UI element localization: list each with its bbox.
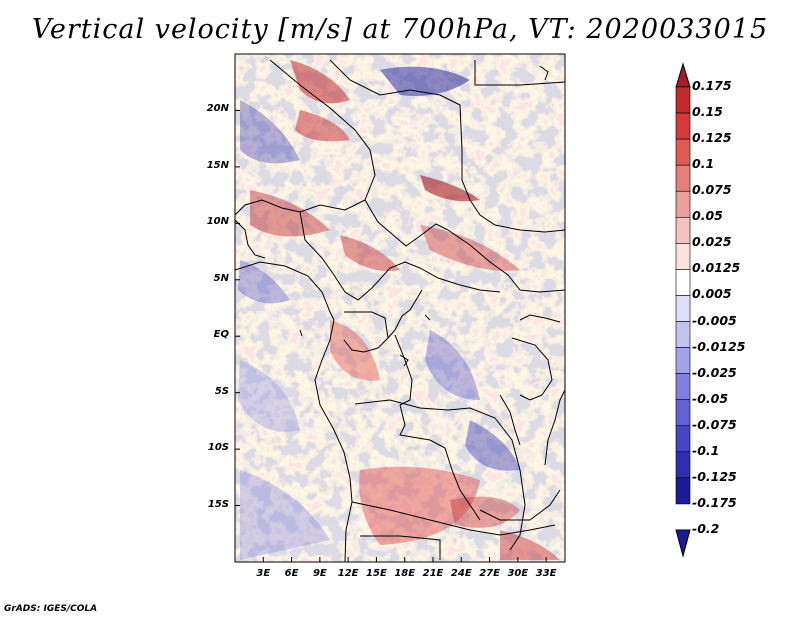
- y-tick-label: 20N: [206, 103, 229, 115]
- colorbar-swatch: [675, 190, 691, 218]
- colorbar-swatch: [675, 321, 691, 348]
- colorbar-label: 0.15: [692, 104, 723, 120]
- colorbar-swatch: [675, 112, 691, 140]
- footer-credit: GrADS: IGES/COLA: [4, 604, 98, 614]
- x-tick-label: 24E: [450, 568, 472, 579]
- colorbar-swatch: [675, 138, 691, 166]
- colorbar-swatch: [675, 451, 691, 479]
- y-tick-label: 10N: [206, 216, 229, 228]
- colorbar-label: -0.1: [692, 442, 720, 458]
- colorbar-label: -0.005: [692, 312, 737, 328]
- colorbar-label: -0.075: [692, 416, 737, 432]
- colorbar-label: -0.0125: [692, 338, 746, 354]
- y-tick-label: 15S: [207, 498, 229, 510]
- country-borders: [234, 59, 566, 563]
- colorbar-label: 0.0125: [692, 260, 741, 276]
- x-tick-label: 18E: [394, 568, 416, 579]
- colorbar-label: -0.175: [692, 494, 737, 510]
- colorbar-swatch: [675, 425, 691, 453]
- x-tick-label: 21E: [422, 568, 444, 579]
- y-tick-label: 5N: [213, 272, 229, 284]
- colorbar-swatch: [675, 347, 691, 374]
- colorbar-label: -0.2: [692, 521, 720, 536]
- colorbar-label: 0.005: [692, 286, 732, 302]
- x-tick-label: 33E: [535, 568, 557, 579]
- colorbar-label: 0.025: [692, 234, 732, 250]
- x-tick-label: 27E: [479, 568, 500, 579]
- colorbar-swatch: [675, 295, 691, 322]
- colorbar-swatch: [675, 86, 691, 114]
- x-tick-label: 9E: [312, 568, 327, 579]
- axis-ticks: [235, 109, 547, 562]
- colorbar-label: 0.075: [692, 182, 732, 198]
- x-tick-label: 6E: [284, 568, 299, 579]
- y-tick-label: 5S: [214, 385, 229, 397]
- colorbar-top-arrow: [675, 62, 691, 88]
- colorbar-swatch: [675, 399, 691, 427]
- chart-title: Vertical velocity [m/s] at 700hPa, VT: 2…: [31, 14, 769, 45]
- y-tick-label: EQ: [213, 329, 229, 341]
- colorbar-label: -0.125: [692, 468, 737, 484]
- x-tick-label: 15E: [366, 568, 387, 579]
- colorbar-label: -0.05: [692, 390, 729, 406]
- field-anomalies: [238, 60, 560, 560]
- map-panel: [234, 53, 566, 563]
- x-tick-label: 12E: [337, 568, 359, 579]
- colorbar-label: 0.175: [692, 78, 732, 93]
- colorbar-label: -0.025: [692, 364, 737, 380]
- colorbar: [675, 62, 691, 558]
- colorbar-label: 0.1: [692, 156, 715, 172]
- x-tick-label: 30E: [507, 568, 529, 579]
- colorbar-bottom-arrow: [675, 529, 691, 558]
- colorbar-label: 0.05: [692, 208, 723, 224]
- colorbar-swatch: [675, 216, 691, 244]
- colorbar-swatch: [675, 164, 691, 192]
- y-tick-label: 15N: [206, 159, 229, 171]
- colorbar-swatch: [675, 243, 691, 270]
- y-tick-label: 10S: [207, 442, 229, 454]
- map-frame: [234, 53, 566, 563]
- colorbar-swatch: [675, 373, 691, 401]
- x-tick-label: 3E: [256, 568, 271, 579]
- colorbar-label: 0.125: [692, 130, 732, 146]
- colorbar-swatch: [675, 269, 691, 296]
- colorbar-swatch: [675, 477, 691, 505]
